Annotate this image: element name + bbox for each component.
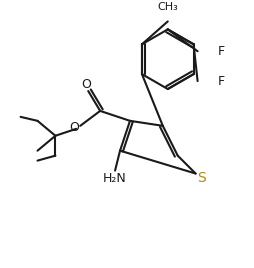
Text: O: O (69, 121, 79, 134)
Text: H₂N: H₂N (103, 172, 127, 185)
Text: S: S (197, 170, 206, 185)
Text: CH₃: CH₃ (157, 2, 178, 13)
Text: F: F (218, 75, 225, 88)
Text: O: O (81, 77, 91, 91)
Text: F: F (218, 45, 225, 58)
